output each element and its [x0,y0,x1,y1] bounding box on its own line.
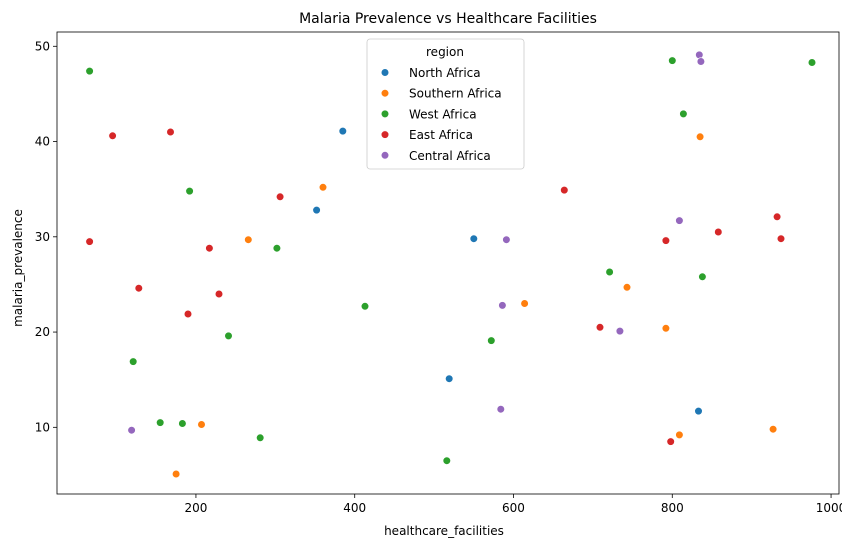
data-point [487,336,496,345]
data-point [469,234,478,243]
data-point [661,236,671,245]
data-point [442,456,451,465]
data-point [696,57,706,66]
data-point [605,267,614,277]
data-point [108,131,117,140]
data-point [445,374,454,383]
data-point [272,244,282,253]
legend-entry-label: North Africa [409,66,481,80]
data-point [496,405,505,414]
legend-box [366,38,525,170]
data-point [256,433,265,442]
data-point [318,183,328,192]
data-point [129,357,138,366]
data-point [85,237,94,246]
data-point [214,289,224,299]
data-point [498,301,507,310]
x-tick-label: 1000 [816,501,842,515]
x-tick-label: 400 [343,501,366,515]
x-axis: 200 400 600 800 1000 [184,494,842,515]
data-point [178,419,187,428]
data-point [807,58,817,67]
data-point [695,132,705,141]
y-axis: 10 20 30 40 50 [35,39,57,434]
data-point [244,235,253,244]
data-point [520,299,529,308]
data-point [502,235,511,244]
data-point [156,418,165,427]
data-point [360,302,370,311]
legend-title: region [426,45,464,59]
data-point [276,192,285,201]
data-point [622,283,632,292]
chart-title: Malaria Prevalence vs Healthcare Facilit… [299,11,597,27]
points-layer [85,50,817,479]
x-tick-label: 800 [661,501,684,515]
legend-entry-label: Southern Africa [409,87,502,101]
data-point [205,244,214,253]
legend-marker [380,89,390,98]
data-point [166,127,175,137]
legend-items: North Africa Southern Africa West Africa Ea… [380,66,502,163]
data-point [127,426,136,435]
x-tick-label: 200 [184,501,207,515]
data-point [698,272,707,281]
y-tick-label: 40 [35,135,50,149]
legend-marker [380,68,390,77]
data-point [312,206,321,215]
data-point [675,216,684,225]
data-point [661,324,671,333]
x-axis-label: healthcare_facilities [384,524,504,538]
data-point [595,323,605,332]
legend-marker [380,130,390,139]
data-point [134,284,143,293]
data-point [694,407,703,416]
data-point [85,66,94,76]
y-tick-label: 50 [35,39,50,53]
data-point [772,212,782,221]
data-point [185,187,194,196]
plot-frame [56,31,840,495]
y-axis-label: malaria_prevalence [11,209,25,327]
y-tick-label: 30 [35,230,50,244]
data-point [666,437,675,446]
x-tick-label: 600 [502,501,525,515]
data-point [668,56,677,65]
legend-entry-label: Central Africa [409,149,491,163]
data-point [197,420,206,429]
data-point [679,109,688,118]
legend-marker [380,109,390,118]
data-point [714,227,723,237]
data-point [776,234,786,243]
y-tick-label: 10 [35,420,50,434]
data-point [560,186,569,195]
legend-entry-label: West Africa [409,107,477,121]
y-tick-label: 20 [35,325,50,339]
data-point [183,309,193,319]
data-point [338,127,347,136]
data-point [172,469,181,479]
data-point [675,430,684,440]
data-point [615,327,625,336]
legend: region North Africa Southern Africa West A… [366,38,525,170]
data-point [768,425,778,434]
legend-marker [380,151,390,160]
data-point [224,331,233,341]
legend-entry-label: East Africa [409,128,473,142]
